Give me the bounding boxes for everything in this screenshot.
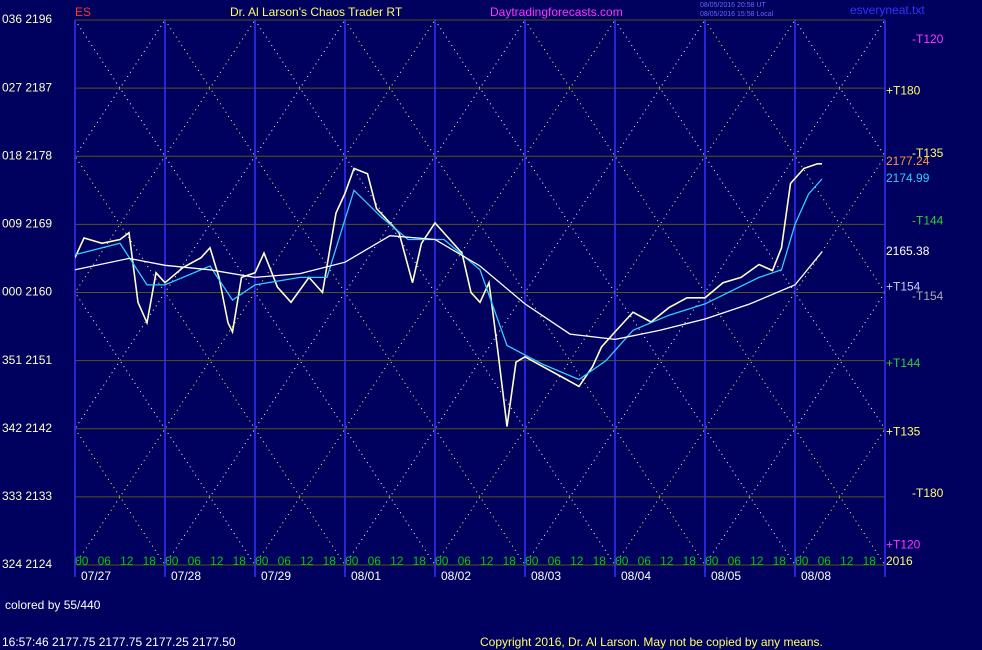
level-label: +T120 (886, 537, 921, 551)
hour-label: 06 (188, 554, 202, 568)
hour-label: 12 (840, 554, 854, 568)
hour-label: 00 (435, 554, 449, 568)
hour-label: 18 (503, 554, 517, 568)
y-tick-label: 333 2133 (2, 489, 52, 503)
level-label: -T180 (912, 486, 944, 500)
chart-title: Dr. Al Larson's Chaos Trader RT (230, 5, 403, 19)
symbol: ES (75, 5, 91, 19)
level-label: -T144 (912, 214, 944, 228)
hour-label: 00 (255, 554, 269, 568)
hour-label: 06 (728, 554, 742, 568)
y-tick-label: 027 2187 (2, 80, 52, 94)
file-name: esveryneat.txt (850, 3, 925, 17)
hour-label: 12 (390, 554, 404, 568)
level-label: 2165.38 (886, 244, 930, 258)
hour-label: 00 (165, 554, 179, 568)
hour-label: 18 (863, 554, 877, 568)
hour-label: 12 (570, 554, 584, 568)
x-tick-label: 08/08 (801, 569, 831, 583)
y-tick-label: 009 2169 (2, 217, 52, 231)
hour-label: 00 (615, 554, 629, 568)
hour-label: 06 (548, 554, 562, 568)
price-line (75, 163, 822, 427)
timestamp: 08/05/2016 15:58 Local (700, 11, 774, 18)
level-label: +T144 (886, 356, 921, 370)
timestamp: 08/05/2016 20:58 UT (700, 2, 766, 9)
level-label: -T154 (912, 289, 944, 303)
x-tick-label: 08/02 (441, 569, 471, 583)
price-line (75, 235, 823, 341)
y-tick-label: 351 2151 (2, 353, 52, 367)
level-label: +T135 (886, 425, 921, 439)
level-label: +T180 (886, 83, 921, 97)
hour-label: 06 (98, 554, 112, 568)
hour-label: 12 (660, 554, 674, 568)
copyright: Copyright 2016, Dr. Al Larson. May not b… (480, 635, 823, 649)
x-tick-label: 08/03 (531, 569, 561, 583)
hour-label: 18 (683, 554, 697, 568)
x-tick-label: 07/29 (261, 569, 291, 583)
hour-label: 12 (300, 554, 314, 568)
hour-label: 06 (368, 554, 382, 568)
hour-label: 12 (210, 554, 224, 568)
hour-label: 00 (345, 554, 359, 568)
hour-label: 12 (480, 554, 494, 568)
note: colored by 55/440 (5, 598, 101, 612)
y-tick-label: 342 2142 (2, 421, 52, 435)
hour-label: 00 (705, 554, 719, 568)
x-tick-label: 08/05 (711, 569, 741, 583)
hour-label: 00 (795, 554, 809, 568)
hour-label: 06 (278, 554, 292, 568)
hour-label: 18 (413, 554, 427, 568)
hour-label: 18 (593, 554, 607, 568)
hour-label: 18 (233, 554, 247, 568)
level-label: -T135 (912, 146, 944, 160)
y-tick-label: 324 2124 (2, 557, 52, 571)
y-tick-label: 000 2160 (2, 285, 52, 299)
y-tick-label: 018 2178 (2, 148, 52, 162)
hour-label: 18 (773, 554, 787, 568)
level-label: -T120 (912, 32, 944, 46)
level-label: 2016 (886, 554, 913, 568)
x-tick-label: 08/04 (621, 569, 651, 583)
hour-label: 06 (638, 554, 652, 568)
quote: 16:57:46 2177.75 2177.75 2177.25 2177.50 (2, 635, 236, 649)
hour-label: 18 (143, 554, 157, 568)
hour-label: 00 (525, 554, 539, 568)
level-label: +T154 (886, 279, 921, 293)
level-label: 2174.99 (886, 171, 930, 185)
hour-label: 12 (120, 554, 134, 568)
level-label: 2177.24 (886, 154, 930, 168)
hour-label: 00 (75, 554, 89, 568)
hour-label: 12 (750, 554, 764, 568)
x-tick-label: 07/27 (81, 569, 111, 583)
x-tick-label: 08/01 (351, 569, 381, 583)
hour-label: 18 (323, 554, 337, 568)
x-tick-label: 07/28 (171, 569, 201, 583)
site: Daytradingforecasts.com (490, 5, 623, 19)
hour-label: 06 (458, 554, 472, 568)
hour-label: 06 (818, 554, 832, 568)
y-tick-label: 036 2196 (2, 12, 52, 26)
